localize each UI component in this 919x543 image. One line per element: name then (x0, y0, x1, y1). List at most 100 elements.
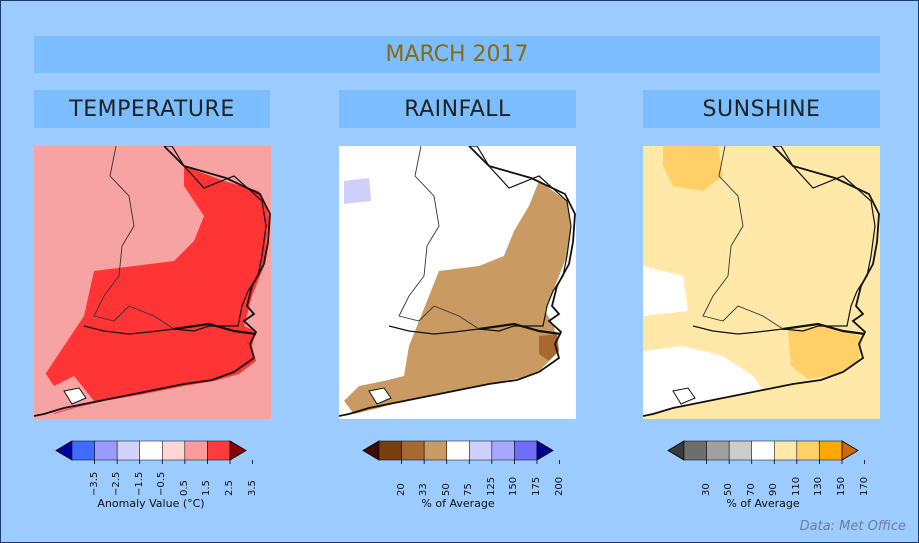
colorbar-extend-high (229, 440, 247, 461)
sunshine-isle-of-wight (672, 387, 696, 405)
temperature-map-svg (34, 146, 271, 419)
colorbar-extend-low (55, 440, 73, 461)
temperature-warm-region (44, 166, 269, 414)
sunshine-dull-south (643, 346, 763, 416)
colorbar-tick-label: 90 (768, 483, 780, 496)
colorbar-tick-label: 20 (395, 483, 407, 496)
colorbar-segment (683, 440, 707, 461)
colorbar-tick-label: 50 (440, 483, 452, 496)
sunshine-colorbar-svg (667, 440, 865, 464)
colorbar-tick-label: 110 (790, 476, 802, 496)
colorbar-tick-label: 170 (858, 476, 870, 496)
rainfall-heading: RAINFALL (339, 90, 576, 128)
sunshine-thames-estuary (782, 322, 866, 336)
colorbar-tick-label: 70 (745, 483, 757, 496)
colorbar-extend-high (841, 440, 859, 461)
temperature-colorbar: Anomaly Value (°C) −3.5 −2.5 −1.5 −0.5 0.5 1.… (55, 439, 258, 519)
rainfall-wet-patch (344, 178, 371, 204)
colorbar-segment (71, 440, 95, 461)
rainfall-colorbar-caption: % of Average (421, 497, 495, 510)
colorbar-segment (207, 440, 231, 461)
temperature-thames-estuary (173, 322, 257, 336)
colorbar-segment (184, 440, 208, 461)
rainfall-thames-estuary (478, 322, 562, 336)
rainfall-map (339, 146, 576, 419)
main-title-text: MARCH 2017 (385, 42, 529, 67)
colorbar-segment (469, 440, 493, 461)
rainfall-colorbar-svg (362, 440, 560, 464)
colorbar-segment (446, 440, 470, 461)
sunshine-inner-boundaries (702, 146, 784, 330)
temperature-map (34, 146, 271, 419)
colorbar-segment (706, 440, 730, 461)
rainfall-inner-boundaries (398, 146, 480, 330)
temperature-coastline (34, 146, 271, 417)
temperature-region-boundaries (83, 146, 267, 335)
colorbar-tick-label: 1.5 (201, 480, 213, 496)
colorbar-tick-label: 0.5 (178, 480, 190, 496)
colorbar-tick-label: 30 (700, 483, 712, 496)
rainfall-coastline (339, 146, 576, 417)
colorbar-tick-label: 33 (418, 483, 430, 496)
colorbar-tick-label: −1.5 (133, 471, 145, 496)
colorbar-segment (401, 440, 425, 461)
sunshine-map (643, 146, 880, 419)
temperature-colorbar-svg (55, 440, 253, 464)
colorbar-tick-label: 175 (531, 476, 542, 496)
temperature-southwest-region (34, 356, 94, 419)
colorbar-extend-low (362, 440, 380, 461)
rainfall-colorbar: % of Average 20 33 50 75 125 150 175 200 (362, 439, 565, 519)
colorbar-segment (162, 440, 186, 461)
sunshine-heading-text: SUNSHINE (702, 96, 821, 122)
colorbar-segment (728, 440, 752, 461)
colorbar-tick-label: −3.5 (88, 471, 100, 496)
sunshine-sunny-southeast (788, 326, 863, 379)
colorbar-tick-label: 200 (553, 476, 565, 496)
sunshine-heading: SUNSHINE (643, 90, 880, 128)
rainfall-region-boundaries (388, 146, 572, 335)
rainfall-isle-of-wight (368, 387, 392, 405)
colorbar-tick-label: 150 (836, 476, 847, 496)
temperature-isle-of-wight (63, 387, 87, 405)
colorbar-tick-label: 2.5 (224, 480, 235, 496)
colorbar-segment (514, 440, 538, 461)
colorbar-extend-high (536, 440, 554, 461)
colorbar-segment (774, 440, 798, 461)
colorbar-tick-label: −2.5 (111, 471, 123, 496)
sunshine-region-boundaries (692, 146, 876, 335)
colorbar-segment (819, 440, 843, 461)
colorbar-tick-label: 50 (723, 483, 735, 496)
temperature-heading-text: TEMPERATURE (69, 96, 235, 122)
sunshine-colorbar-caption: % of Average (726, 497, 800, 510)
data-credit: Data: Met Office (799, 519, 906, 534)
colorbar-tick-label: 125 (485, 476, 497, 496)
rainfall-dry-region (344, 181, 571, 414)
colorbar-tick-label: −0.5 (156, 471, 168, 496)
colorbar-segment (491, 440, 515, 461)
temperature-heading: TEMPERATURE (34, 90, 270, 128)
colorbar-tick-label: 75 (463, 483, 475, 496)
colorbar-extend-low (667, 440, 685, 461)
colorbar-tick-label: 3.5 (246, 480, 258, 496)
rainfall-heading-text: RAINFALL (404, 96, 511, 122)
temperature-inner-boundaries (93, 146, 175, 330)
temperature-colorbar-caption: Anomaly Value (°C) (97, 497, 205, 510)
colorbar-segment (378, 440, 402, 461)
colorbar-segment (139, 440, 163, 461)
sunshine-coastline (643, 146, 880, 417)
colorbar-segment (116, 440, 140, 461)
sunshine-map-svg (643, 146, 880, 419)
sunshine-dull-west (643, 266, 688, 316)
sunshine-colorbar: % of Average 30 50 70 90 110 130 150 170 (667, 439, 870, 519)
colorbar-segment (423, 440, 447, 461)
colorbar-segment (94, 440, 118, 461)
colorbar-segment (751, 440, 775, 461)
sunshine-sunny-north (663, 146, 723, 191)
rainfall-map-svg (339, 146, 576, 419)
colorbar-tick-label: 130 (813, 476, 825, 496)
colorbar-segment (796, 440, 820, 461)
rainfall-driest-region (539, 334, 559, 361)
colorbar-tick-label: 150 (508, 476, 520, 496)
main-title: MARCH 2017 (34, 36, 880, 73)
